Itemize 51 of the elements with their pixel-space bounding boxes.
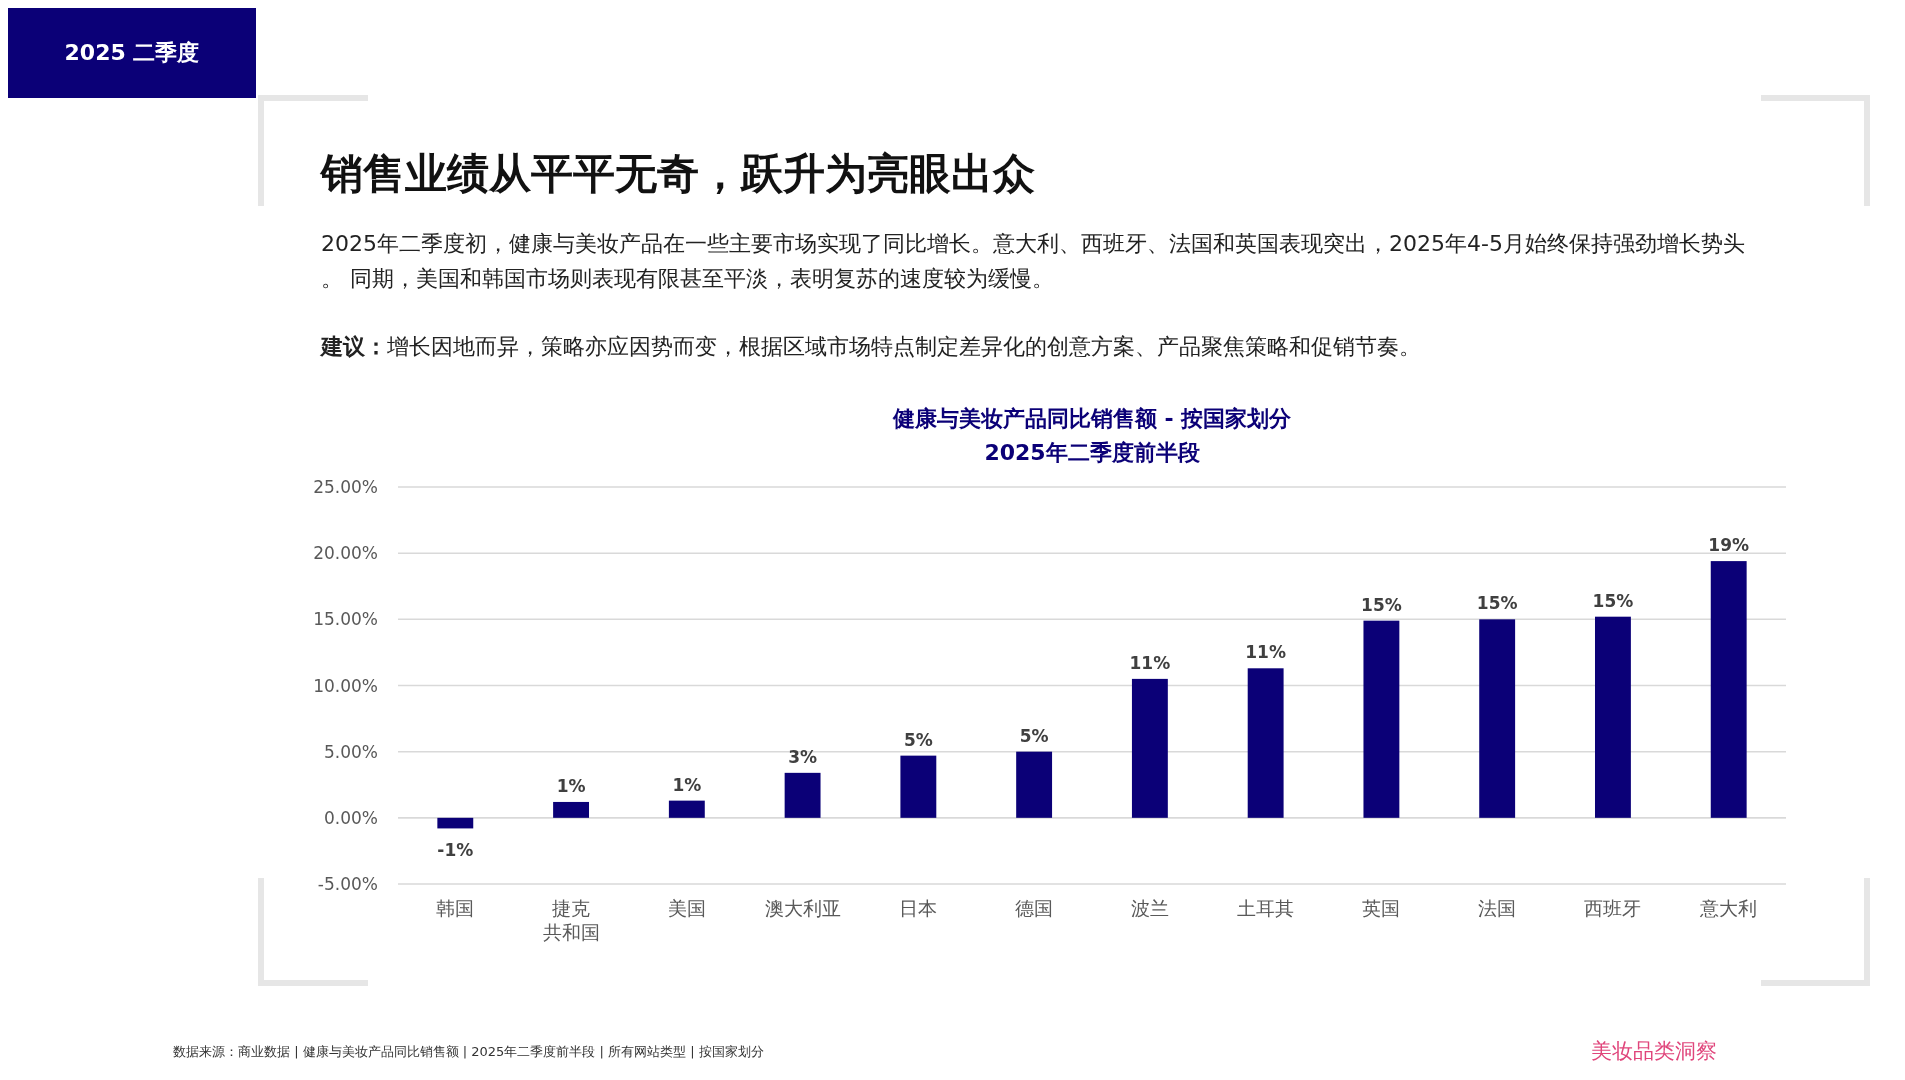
y-tick-label: 5.00%	[323, 741, 378, 762]
data-label: 3%	[788, 746, 818, 767]
y-tick-label: -5.00%	[317, 874, 378, 894]
data-label: 5%	[1019, 725, 1049, 746]
data-label: 15%	[1361, 594, 1402, 615]
bar	[553, 801, 590, 818]
x-tick-label: 法国	[1478, 897, 1517, 919]
x-tick-label: 澳大利亚	[764, 897, 841, 919]
data-label: 11%	[1129, 652, 1171, 673]
text: 美妆品类洞察	[1591, 1039, 1717, 1063]
x-tick-label: 德国	[1015, 897, 1054, 919]
x-tick-label: 土耳其	[1237, 897, 1295, 919]
y-tick-label: 25.00%	[313, 477, 378, 497]
chart-subtitle: 2025年二季度前半段	[984, 440, 1201, 465]
text: 2025 二季度	[64, 40, 200, 65]
y-tick-label: 15.00%	[313, 609, 378, 630]
data-label: 15%	[1592, 590, 1634, 611]
bar	[1131, 678, 1168, 818]
chart-title: 健康与美妆产品同比销售额 - 按国家划分	[891, 406, 1293, 431]
data-label: 11%	[1245, 642, 1286, 663]
data-label: 1%	[556, 775, 586, 796]
bar	[1594, 616, 1631, 818]
x-tick-label: 韩国	[436, 897, 475, 919]
x-tick-label: 美国	[667, 897, 706, 919]
bar	[900, 755, 937, 818]
x-tick-label: 捷克共和国	[542, 897, 600, 943]
data-label: 5%	[903, 729, 933, 750]
source-note: 数据来源：商业数据 | 健康与美妆产品同比销售额 | 2025年二季度前半段 | 所有网站类型 | 按国家划分	[173, 1044, 764, 1059]
y-tick-label: 20.00%	[313, 543, 378, 564]
y-tick-label: 10.00%	[313, 675, 378, 696]
y-tick-label: 0.00%	[323, 807, 378, 828]
data-label: 15%	[1476, 593, 1518, 614]
bar	[1363, 620, 1400, 818]
x-tick-label: 英国	[1362, 897, 1401, 919]
x-tick-label: 意大利	[1699, 897, 1758, 919]
x-tick-label: 西班牙	[1584, 897, 1642, 919]
data-label: -1%	[437, 840, 474, 861]
bar	[784, 772, 821, 818]
text: 2025年二季度初，健康与美妆产品在一些主要市场实现了同比增长。意大利、西班牙、法国和英国表现突出，2025年4-5月始终保持强劲增长势头。 同期，美国和韩国市场则表现有限甚至平淡，表明复苏的速度较为缓慢。	[321, 231, 1745, 291]
text: 建议：增长因地而异，策略亦应因势而变，根据区域市场特点制定差异化的创意方案、产品聚焦策略和促销节奏。	[319, 334, 1421, 359]
text: 销售业绩从平平无奇，跃升为亮眼出众	[319, 149, 1035, 198]
bar	[1710, 561, 1747, 818]
bar	[1247, 668, 1284, 818]
bar	[437, 817, 474, 829]
bar	[1016, 751, 1053, 818]
x-tick-label: 日本	[899, 897, 938, 919]
data-label: 19%	[1708, 535, 1750, 556]
x-tick-label: 波兰	[1130, 897, 1169, 919]
data-label: 1%	[672, 774, 702, 795]
bar	[1479, 619, 1516, 818]
bar	[668, 800, 705, 818]
